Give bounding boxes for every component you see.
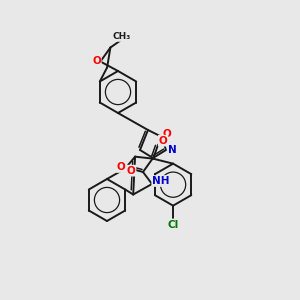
Text: CH₃: CH₃ xyxy=(112,32,130,41)
Text: O: O xyxy=(127,166,136,176)
Text: NH: NH xyxy=(152,176,170,186)
Text: O: O xyxy=(92,56,101,65)
Text: N: N xyxy=(168,145,176,155)
Text: Cl: Cl xyxy=(167,220,179,230)
Text: O: O xyxy=(159,136,167,146)
Text: O: O xyxy=(117,162,125,172)
Text: O: O xyxy=(163,129,171,139)
